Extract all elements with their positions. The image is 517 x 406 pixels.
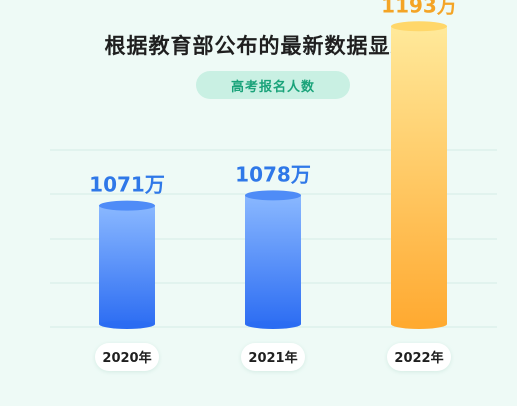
bar-top-cap	[99, 200, 155, 211]
category-pill	[241, 343, 305, 371]
bar-top-cap	[245, 190, 301, 201]
bar-2022年	[391, 21, 447, 329]
bar-top-cap	[391, 21, 447, 32]
bar-body	[99, 205, 155, 329]
category-text: 2022年	[394, 350, 443, 366]
bar-base-ellipse	[393, 320, 445, 328]
bar-base-ellipse	[247, 320, 299, 328]
value-label: 1078万	[235, 162, 311, 186]
category-text: 2021年	[248, 350, 297, 366]
category-label: 2021年	[241, 343, 305, 371]
chart-title: 根据教育部公布的最新数据显示	[104, 34, 413, 58]
category-pill	[95, 343, 159, 371]
subtitle-badge: 高考报名人数	[196, 71, 350, 99]
category-label: 2022年	[387, 343, 451, 371]
value-label: 1193万	[381, 0, 457, 17]
bar-body	[245, 195, 301, 329]
category-label: 2020年	[95, 343, 159, 371]
bar-body	[391, 26, 447, 329]
bar-2020年	[99, 200, 155, 329]
bar-2021年	[245, 190, 301, 329]
bar-base-ellipse	[101, 320, 153, 328]
value-label: 1071万	[89, 173, 165, 197]
category-pill	[387, 343, 451, 371]
category-text: 2020年	[102, 350, 151, 366]
